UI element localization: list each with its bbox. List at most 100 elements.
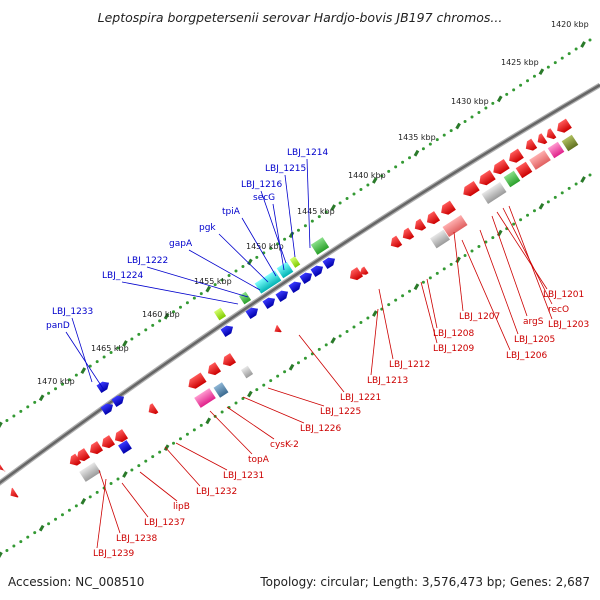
forward-gene-arrow[interactable] (262, 295, 278, 310)
reverse-gene-label: argS (523, 317, 544, 327)
gene-box-pink-2[interactable] (194, 388, 216, 408)
reverse-gene-label: LBJ_1212 (389, 360, 430, 370)
reverse-gene-arrow[interactable] (438, 200, 456, 218)
feature-labels: LBJ_1214LBJ_1215LBJ_1216secGtpiApgkgapAL… (46, 148, 589, 559)
gene-box-lime-2[interactable] (213, 307, 227, 321)
reverse-gene-arrow[interactable] (523, 138, 538, 154)
forward-gene-arrow[interactable] (245, 305, 261, 320)
reverse-gene-arrow[interactable] (0, 461, 6, 474)
scale-label: 1420 kbp (551, 20, 589, 29)
forward-gene-label: LBJ_1215 (265, 164, 306, 174)
forward-gene-arrow[interactable] (288, 279, 304, 294)
reverse-gene-arrow[interactable] (490, 159, 510, 177)
reverse-gene-label: recO (548, 305, 569, 315)
forward-gene-arrow[interactable] (96, 379, 112, 394)
forward-gene-label: LBJ_1222 (127, 256, 168, 266)
reverse-gene-arrow[interactable] (74, 448, 91, 464)
reverse-gene-label: LBJ_1231 (223, 471, 264, 481)
scale-label: 1450 kbp (246, 242, 284, 251)
reverse-gene-arrow[interactable] (185, 372, 207, 391)
gene-box-steel[interactable] (213, 382, 229, 398)
gene-box-green-3[interactable] (238, 291, 252, 305)
reverse-gene-arrow[interactable] (99, 435, 116, 451)
scale-label: 1445 kbp (297, 207, 335, 216)
reverse-gene-label: LBJ_1208 (433, 329, 475, 339)
forward-gene-arrow[interactable] (220, 323, 236, 338)
forward-gene-arrow[interactable] (322, 255, 338, 270)
forward-gene-arrow[interactable] (275, 288, 291, 303)
forward-gene-label: panD (46, 321, 70, 331)
gene-box-pink[interactable] (547, 141, 565, 159)
reverse-gene-arrow[interactable] (357, 266, 369, 277)
reverse-gene-label: LBJ_1237 (144, 518, 185, 528)
reverse-gene-label: LBJ_1232 (196, 487, 237, 497)
reverse-gene-arrow[interactable] (476, 170, 496, 188)
scale-label: 1460 kbp (142, 310, 180, 319)
scale-ticks: 1420 kbp 1425 kbp 1430 kbp 1435 kbp 1440 kbp… (0, 20, 592, 559)
forward-gene-arrow[interactable] (111, 393, 127, 408)
accession-text: Accession: NC_008510 (8, 575, 145, 589)
gene-box-gray-4[interactable] (79, 462, 101, 482)
forward-gene-arrow[interactable] (310, 263, 326, 278)
reverse-gene-arrow[interactable] (544, 128, 557, 142)
gene-box-salmon[interactable] (529, 150, 551, 170)
reverse-gene-arrow[interactable] (460, 181, 480, 199)
reverse-gene-label: LBJ_1213 (367, 376, 408, 386)
reverse-gene-arrow[interactable] (535, 133, 548, 147)
reverse-gene-arrow[interactable] (67, 453, 82, 469)
reverse-gene-arrow[interactable] (412, 218, 427, 234)
gene-box-blue[interactable] (118, 440, 132, 454)
reverse-gene-label: LBJ_1226 (300, 424, 342, 434)
reverse-gene-arrow[interactable] (7, 487, 19, 500)
reverse-gene-arrow[interactable] (506, 148, 524, 166)
gene-box-cyan[interactable] (276, 261, 294, 279)
gene-box-gray-3[interactable] (240, 365, 254, 379)
reverse-gene-label: cysK-2 (270, 440, 299, 450)
scale-label: 1425 kbp (501, 58, 539, 67)
reverse-gene-label: LBJ_1221 (340, 393, 381, 403)
reverse-gene-arrow[interactable] (112, 429, 129, 445)
gene-box-lime[interactable] (289, 256, 301, 268)
topology-text: Topology: circular; Length: 3,576,473 bp… (260, 575, 590, 589)
forward-gene-label: tpiA (222, 207, 241, 217)
gene-box-red[interactable] (515, 161, 533, 179)
reverse-gene-label: LBJ_1225 (320, 407, 361, 417)
scale-label: 1470 kbp (37, 377, 75, 386)
scale-label: 1440 kbp (348, 171, 386, 180)
reverse-gene-label: LBJ_1203 (548, 320, 589, 330)
reverse-gene-arrow[interactable] (272, 325, 282, 335)
gene-box-green-2[interactable] (310, 237, 330, 255)
forward-gene-label: LBJ_1233 (52, 307, 93, 317)
reverse-gene-arrow[interactable] (347, 267, 364, 283)
reverse-gene-label: LBJ_1205 (514, 335, 555, 345)
scale-label: 1455 kbp (194, 277, 232, 286)
forward-gene-label: secG (253, 193, 275, 203)
gene-box-olive[interactable] (561, 134, 579, 152)
reverse-gene-label: LBJ_1201 (543, 290, 584, 300)
scale-label: 1435 kbp (398, 133, 436, 142)
gene-features[interactable] (0, 118, 579, 501)
forward-gene-label: LBJ_1224 (102, 271, 144, 281)
reverse-gene-arrow[interactable] (388, 235, 403, 251)
forward-gene-arrow[interactable] (299, 270, 315, 285)
gene-box-gray[interactable] (481, 181, 507, 205)
reverse-gene-arrow[interactable] (87, 441, 104, 457)
reverse-gene-arrow[interactable] (554, 118, 572, 136)
reverse-gene-arrow[interactable] (205, 362, 222, 378)
forward-gene-arrow[interactable] (100, 401, 116, 416)
reverse-gene-label: LBJ_1209 (433, 344, 475, 354)
reverse-gene-arrow[interactable] (146, 403, 159, 417)
inner-scale-line (0, 173, 592, 559)
outer-scale-line (0, 38, 592, 429)
gene-box-salmon-2[interactable] (442, 214, 468, 238)
forward-gene-label: gapA (169, 239, 193, 249)
map-title: Leptospira borgpetersenii serovar Hardjo… (97, 10, 503, 25)
forward-gene-label: pgk (199, 223, 216, 233)
reverse-gene-arrow[interactable] (220, 353, 237, 369)
reverse-gene-arrow[interactable] (424, 211, 441, 227)
gene-box-gray-2[interactable] (430, 229, 450, 249)
gene-box-green[interactable] (503, 170, 521, 188)
reverse-gene-arrow[interactable] (400, 227, 415, 243)
reverse-gene-label: topA (248, 455, 270, 465)
